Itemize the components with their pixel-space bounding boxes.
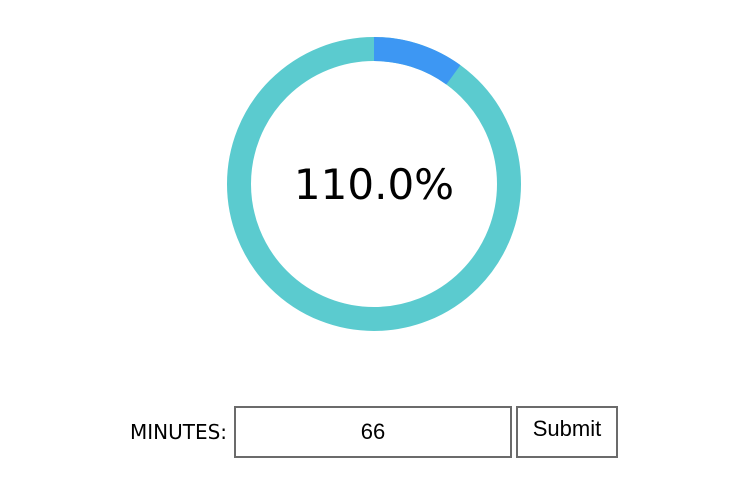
progress-ring-graphic — [227, 37, 521, 331]
minutes-input[interactable] — [234, 406, 512, 458]
progress-ring: 110.0% — [227, 37, 521, 331]
progress-ring-overflow-arc — [373, 37, 461, 85]
minutes-label: MINUTES: — [130, 420, 228, 444]
submit-button[interactable]: Submit — [516, 406, 618, 458]
progress-percent-text: 110.0% — [293, 159, 455, 209]
